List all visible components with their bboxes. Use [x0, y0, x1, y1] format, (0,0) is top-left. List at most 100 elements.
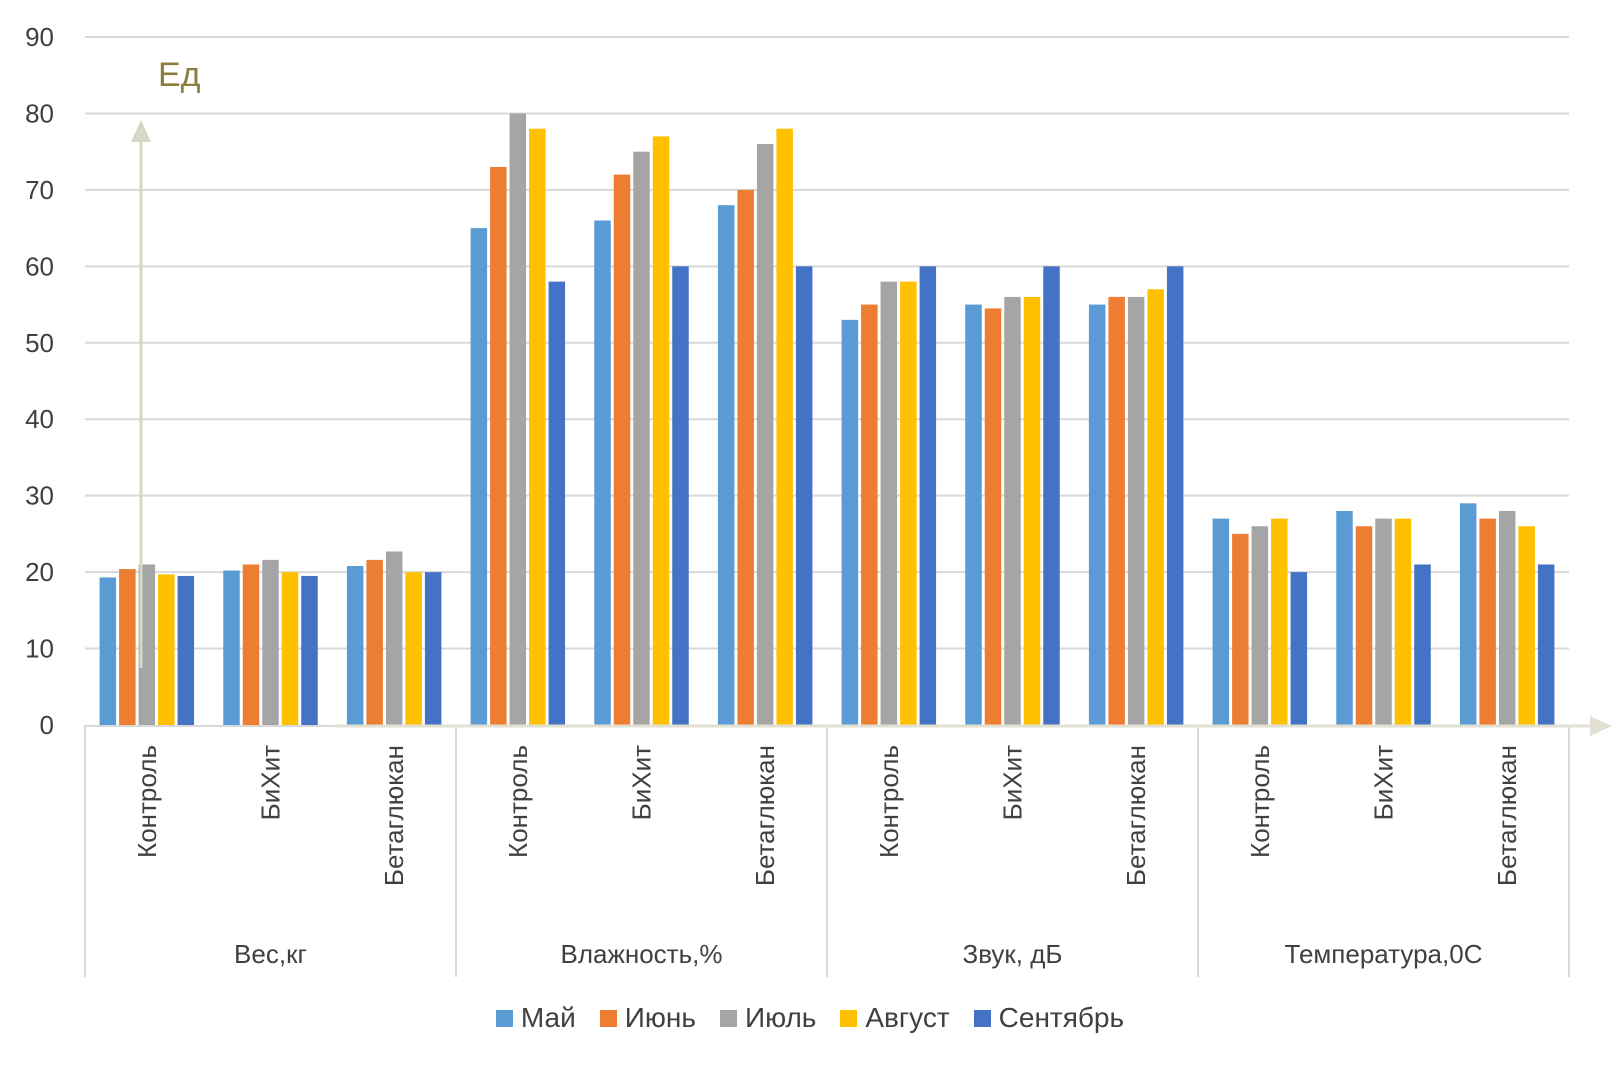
gridlines — [85, 36, 1569, 650]
y-tick-label: 0 — [40, 710, 54, 740]
bar — [919, 266, 937, 725]
bar — [1394, 518, 1412, 725]
bar — [1459, 503, 1477, 725]
group-label: Температура,0С — [1285, 939, 1483, 969]
bar — [1166, 266, 1184, 725]
legend-swatch — [599, 1009, 617, 1027]
bar — [1147, 289, 1164, 725]
bar — [984, 308, 1002, 725]
bar — [1088, 304, 1106, 725]
bar — [158, 574, 175, 725]
bar — [1232, 533, 1249, 725]
legend-item: Июль — [719, 1002, 817, 1034]
bar — [262, 559, 279, 725]
group-label: Вес,кг — [234, 939, 307, 969]
bar — [1004, 296, 1021, 725]
bar — [672, 266, 689, 725]
bar — [177, 575, 195, 725]
legend-label: Июль — [744, 1002, 817, 1033]
legend: Май Июнь Июль Август Сентябрь — [0, 996, 1620, 1040]
bar — [424, 572, 442, 725]
bar — [281, 572, 299, 725]
bar — [795, 266, 813, 725]
bar — [1355, 526, 1373, 725]
bar — [1479, 518, 1496, 725]
y-tick-label: 90 — [25, 22, 54, 52]
bar — [529, 128, 546, 725]
group-label: Звук, дБ — [962, 939, 1062, 969]
bar — [1127, 296, 1145, 725]
x-tick-label: БиХит — [627, 745, 657, 820]
y-tick-label: 40 — [25, 404, 54, 434]
bar — [1537, 564, 1555, 725]
bar — [1375, 518, 1392, 725]
x-axis: Контроль БиХит Бетаглюкан Контроль БиХит Бета… — [84, 725, 1570, 977]
bar — [99, 577, 117, 725]
bar — [1043, 266, 1060, 725]
bar — [756, 144, 774, 725]
legend-label: Сентябрь — [998, 1002, 1125, 1033]
bar — [717, 205, 735, 725]
bar — [880, 281, 898, 725]
unit-axis-arrows — [131, 120, 1612, 736]
x-tick-label: Бетаглюкан — [1492, 745, 1522, 886]
legend-item: Сентябрь — [973, 1002, 1125, 1034]
bar — [1251, 526, 1269, 725]
bar — [470, 228, 488, 725]
y-tick-label: 50 — [25, 328, 54, 358]
y-tick-label: 10 — [25, 634, 54, 664]
bar — [594, 220, 611, 725]
arrow-up-icon — [131, 120, 151, 142]
bar — [346, 565, 364, 725]
legend-label: Июнь — [624, 1002, 696, 1033]
bar — [613, 174, 631, 726]
bars — [99, 113, 1555, 726]
legend-item: Август — [840, 1002, 950, 1034]
x-tick-label: Контроль — [503, 745, 533, 858]
bar — [405, 572, 422, 725]
group-label: Влажность,% — [561, 939, 723, 969]
bar — [1336, 510, 1353, 725]
bar — [490, 166, 507, 725]
bar — [301, 575, 318, 725]
x-tick-label: БиХит — [256, 745, 286, 820]
bar — [119, 569, 136, 725]
legend-item: Июнь — [599, 1002, 696, 1034]
bar — [366, 559, 383, 725]
x-tick-label: Контроль — [1245, 745, 1275, 858]
bar — [509, 113, 527, 725]
x-tick-label: Бетаглюкан — [750, 745, 780, 886]
unit-label: Ед — [158, 56, 201, 94]
legend-swatch — [495, 1009, 513, 1027]
legend-item: Май — [495, 1002, 576, 1034]
bar — [385, 551, 403, 725]
y-tick-label: 70 — [25, 175, 54, 205]
bar — [776, 128, 793, 725]
y-tick-label: 80 — [25, 98, 54, 128]
x-tick-label: Бетаглюкан — [1121, 745, 1151, 886]
bar — [737, 189, 754, 725]
bar — [1023, 296, 1041, 725]
bar — [965, 304, 982, 725]
legend-swatch — [840, 1009, 858, 1027]
bar — [242, 564, 260, 725]
bar — [223, 570, 240, 725]
bar — [1271, 518, 1288, 725]
y-axis-ticks: 0 10 20 30 40 50 60 70 80 90 — [25, 22, 54, 740]
bar — [841, 319, 859, 725]
x-tick-label: БиХит — [1369, 745, 1399, 820]
x-tick-label: Бетаглюкан — [379, 745, 409, 886]
bar — [1414, 564, 1431, 725]
bar — [633, 151, 650, 725]
arrow-right-icon — [1590, 716, 1612, 736]
bar — [1108, 296, 1125, 725]
bar — [861, 304, 878, 725]
y-tick-label: 60 — [25, 251, 54, 281]
bar — [548, 281, 566, 725]
y-tick-label: 20 — [25, 557, 54, 587]
legend-label: Август — [865, 1002, 950, 1033]
bar — [900, 281, 917, 725]
y-tick-label: 30 — [25, 481, 54, 511]
